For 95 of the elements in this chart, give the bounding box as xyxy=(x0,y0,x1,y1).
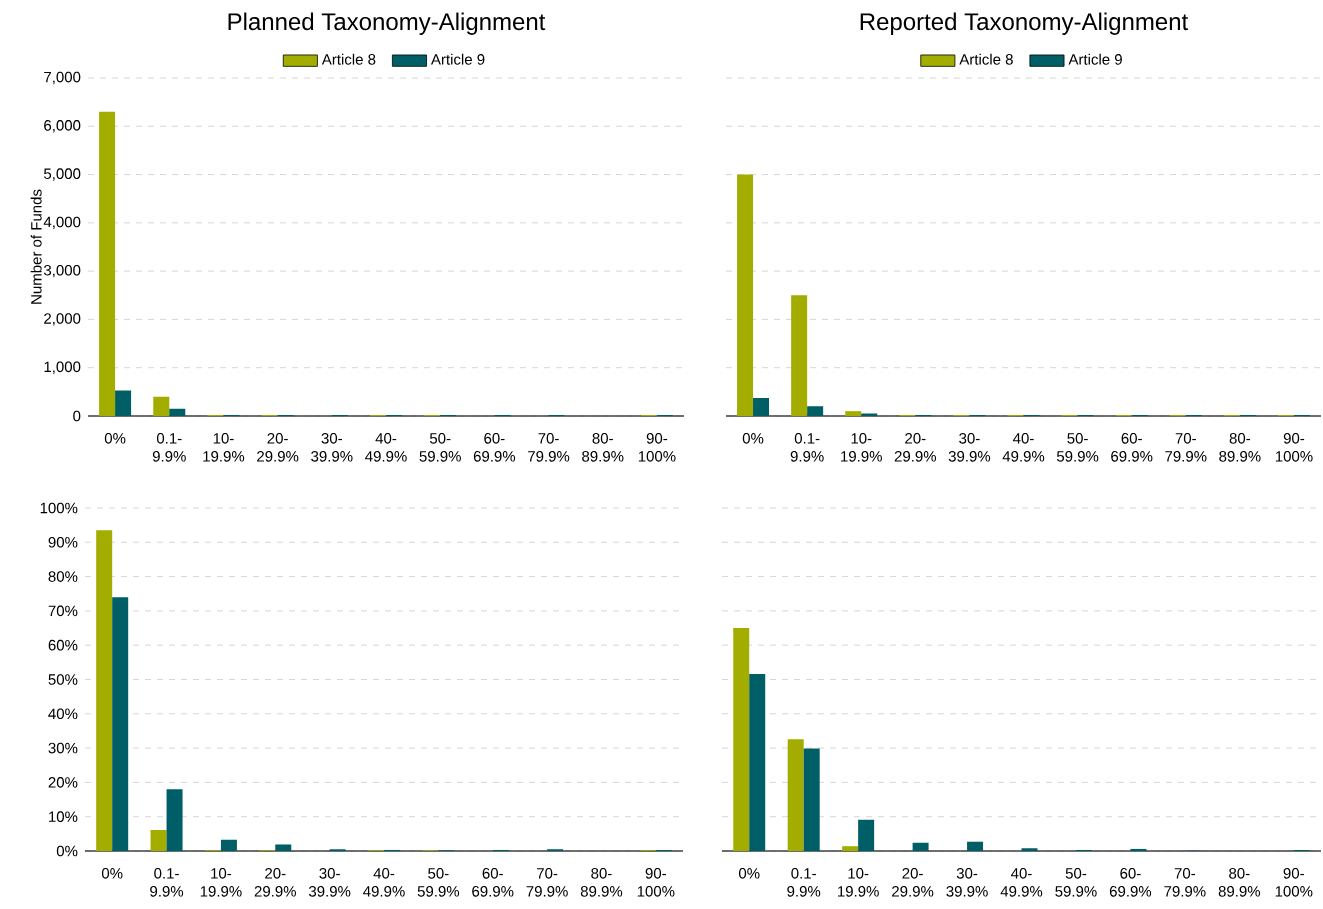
x-tick-label: 30-39.9% xyxy=(946,868,988,897)
y-tick-label: 90% xyxy=(48,536,78,548)
x-tick-label: 10-19.9% xyxy=(200,868,242,897)
bar xyxy=(166,789,183,851)
x-tick-label: 30-39.9% xyxy=(948,433,991,462)
x-tick-label: 70-79.9% xyxy=(526,868,568,897)
x-tick-label: 50-59.9% xyxy=(1055,868,1097,897)
x-tick-label: 40-49.9% xyxy=(365,433,407,462)
x-tick-label: 80-89.9% xyxy=(1218,868,1261,897)
x-tick-label: 40-49.9% xyxy=(363,868,405,897)
x-tick-label: 0.1-9.9% xyxy=(787,868,821,897)
x-tick-label: 70-79.9% xyxy=(1164,868,1206,897)
bar xyxy=(749,674,766,851)
bar xyxy=(787,739,804,851)
x-tick-label: 90-100% xyxy=(637,868,675,897)
y-tick-label: 80% xyxy=(48,571,78,582)
x-tick-label: 90-100% xyxy=(1275,868,1313,897)
y-axis-title: Number of Funds xyxy=(30,189,42,304)
x-tick-label: 90-100% xyxy=(1275,433,1313,462)
x-tick-label: 80-89.9% xyxy=(1219,433,1261,462)
x-tick-label: 0% xyxy=(101,868,123,879)
chart-title: Reported Taxonomy-Alignment xyxy=(860,12,1189,35)
x-tick-label: 0% xyxy=(104,433,126,444)
y-tick-label: 30% xyxy=(48,742,78,754)
x-tick-label: 90-100% xyxy=(638,433,676,462)
y-tick-label: 4,000 xyxy=(43,216,81,230)
x-tick-label: 30-39.9% xyxy=(311,433,353,462)
x-tick-label: 10-19.9% xyxy=(841,433,882,462)
x-tick-label: 80-89.9% xyxy=(582,433,624,462)
y-tick-label: 20% xyxy=(48,777,78,788)
x-tick-label: 60-69.9% xyxy=(1111,433,1153,462)
legend-label: Article 9 xyxy=(1068,53,1122,65)
bar xyxy=(169,408,186,416)
x-tick-label: 30-39.9% xyxy=(308,868,351,897)
y-tick-label: 5,000 xyxy=(44,168,81,181)
x-tick-label: 0.1-9.9% xyxy=(150,868,184,897)
x-tick-label: 50-59.9% xyxy=(417,868,460,897)
x-tick-label: 10-19.9% xyxy=(838,868,879,897)
x-tick-label: 20-29.9% xyxy=(892,868,934,897)
x-tick-label: 20-29.9% xyxy=(257,433,299,462)
x-tick-label: 70-79.9% xyxy=(1165,433,1207,462)
y-tick-label: 0 xyxy=(73,410,81,422)
bar xyxy=(858,819,875,851)
bar xyxy=(112,597,129,851)
bar xyxy=(275,844,292,851)
y-tick-label: 70% xyxy=(48,605,78,617)
bar xyxy=(115,390,132,416)
bar xyxy=(99,111,116,416)
x-tick-label: 60-69.9% xyxy=(1109,868,1152,897)
x-tick-label: 0% xyxy=(738,868,760,879)
bar xyxy=(150,830,167,851)
bar xyxy=(153,396,170,416)
x-tick-label: 20-29.9% xyxy=(894,433,937,462)
y-tick-label: 7,000 xyxy=(44,71,81,85)
bar xyxy=(912,842,929,851)
x-tick-label: 0.1-9.9% xyxy=(152,433,186,462)
y-tick-label: 40% xyxy=(48,708,78,720)
x-tick-label: 0% xyxy=(742,433,764,444)
x-tick-label: 40-49.9% xyxy=(1000,868,1043,897)
bar xyxy=(733,628,750,851)
bar xyxy=(807,406,824,416)
legend-label: Article 8 xyxy=(959,53,1013,65)
x-tick-label: 20-29.9% xyxy=(254,868,296,897)
bar xyxy=(845,411,862,416)
bar xyxy=(1021,848,1038,851)
bar xyxy=(803,748,820,851)
bar xyxy=(842,846,859,851)
y-tick-label: 6,000 xyxy=(44,120,81,133)
x-tick-label: 70-79.9% xyxy=(528,433,570,462)
x-tick-label: 10-19.9% xyxy=(203,433,245,462)
x-tick-label: 80-89.9% xyxy=(580,868,623,897)
y-tick-label: 60% xyxy=(48,639,78,651)
x-tick-label: 0.1-9.9% xyxy=(790,433,824,462)
x-tick-label: 60-69.9% xyxy=(472,868,514,897)
x-tick-label: 50-59.9% xyxy=(419,433,461,462)
bar xyxy=(967,841,984,851)
y-tick-label: 100% xyxy=(40,502,78,514)
legend-label: Article 9 xyxy=(430,53,485,65)
bar xyxy=(737,174,754,416)
x-tick-label: 60-69.9% xyxy=(473,433,516,462)
y-tick-label: 2,000 xyxy=(44,313,81,326)
bar xyxy=(96,530,113,851)
y-tick-label: 10% xyxy=(49,811,78,823)
bar xyxy=(1130,848,1147,851)
y-tick-label: 0% xyxy=(56,845,78,857)
bar xyxy=(791,295,808,416)
y-tick-label: 50% xyxy=(48,674,78,685)
x-tick-label: 50-59.9% xyxy=(1056,433,1099,462)
y-tick-label: 1,000 xyxy=(44,361,81,374)
x-tick-label: 40-49.9% xyxy=(1002,433,1045,462)
bar xyxy=(220,839,237,851)
legend-label: Article 8 xyxy=(321,53,376,65)
y-tick-label: 3,000 xyxy=(43,264,81,278)
bar xyxy=(753,398,770,416)
chart-title: Planned Taxonomy-Alignment xyxy=(228,12,546,35)
